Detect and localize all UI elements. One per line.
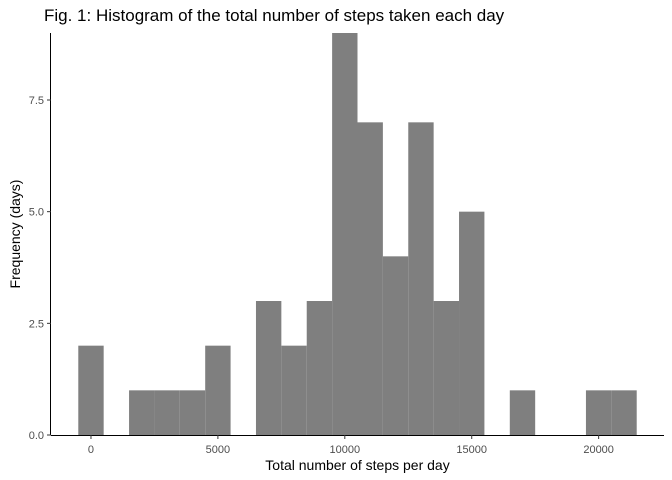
bars-group xyxy=(78,33,637,435)
x-tick-label: 10000 xyxy=(330,444,361,456)
histogram-bar-21 xyxy=(611,390,637,435)
x-tick-label: 20000 xyxy=(583,444,614,456)
chart-title: Fig. 1: Histogram of the total number of… xyxy=(44,6,505,25)
histogram-bar-4 xyxy=(179,390,206,435)
y-tick-label: 5.0 xyxy=(29,207,44,219)
x-axis: 0 5000 10000 15000 20000 xyxy=(51,435,664,456)
x-tick-label: 15000 xyxy=(456,444,487,456)
histogram-bar-17 xyxy=(509,390,536,435)
y-axis-label: Frequency (days) xyxy=(7,180,23,289)
histogram-bar-3 xyxy=(154,390,180,435)
y-tick-label: 0.0 xyxy=(29,430,44,442)
x-tick-label: 0 xyxy=(88,444,94,456)
histogram-bar-10 xyxy=(332,33,358,435)
y-tick-label: 7.5 xyxy=(29,95,44,107)
histogram-bar-5 xyxy=(205,345,231,435)
y-tick-label: 2.5 xyxy=(29,318,44,330)
histogram-bar-15 xyxy=(459,211,485,435)
histogram-bar-11 xyxy=(357,122,383,435)
y-axis: 0.0 2.5 5.0 7.5 xyxy=(29,33,51,442)
histogram-bar-12 xyxy=(382,256,409,435)
histogram-bar-2 xyxy=(129,390,155,435)
histogram-bar-0 xyxy=(78,345,104,435)
x-axis-label: Total number of steps per day xyxy=(265,457,449,473)
histogram-bar-7 xyxy=(255,301,282,435)
histogram-bar-14 xyxy=(433,301,460,435)
x-tick-label: 5000 xyxy=(206,444,230,456)
histogram-bar-13 xyxy=(408,122,434,435)
histogram-bar-8 xyxy=(281,345,307,435)
histogram-bar-9 xyxy=(306,301,333,435)
histogram-bar-20 xyxy=(585,390,612,435)
